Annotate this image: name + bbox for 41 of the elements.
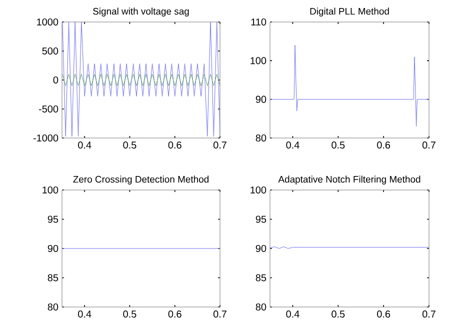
line-series	[62, 22, 220, 137]
y-tick-label: 80	[48, 303, 58, 311]
x-tick-label: 0.7	[213, 142, 226, 149]
chart-title: Digital PLL Method	[310, 8, 389, 17]
y-tick-label: 100	[250, 186, 266, 194]
x-tick-label: 0.7	[422, 310, 436, 318]
x-tick-label: 0.5	[123, 310, 136, 318]
y-tick-label: 90	[256, 96, 266, 103]
y-tick-label: 95	[48, 216, 58, 223]
y-tick-label: 90	[48, 244, 58, 252]
x-tick-label: 0.5	[332, 310, 345, 318]
y-tick-label: -1000	[33, 134, 58, 142]
x-tick-label: 0.7	[422, 142, 436, 149]
x-tick-label: 0.5	[123, 142, 136, 149]
x-tick-label: 0.4	[78, 142, 92, 149]
line-series	[270, 44, 430, 127]
x-tick-label: 0.4	[286, 142, 300, 149]
x-tick-label: 0.7	[213, 310, 226, 318]
y-tick-label: 90	[256, 244, 266, 252]
chart-title: Adaptative Notch Filtering Method	[278, 176, 420, 185]
x-tick-label: 0.6	[168, 142, 182, 149]
y-tick-label: 100	[42, 186, 58, 194]
chart-title: Zero Crossing Detection Method	[73, 176, 208, 185]
y-tick-label: 500	[42, 47, 58, 55]
y-tick-label: 0	[53, 76, 58, 84]
y-tick-label: 85	[48, 274, 58, 282]
x-tick-label: 0.4	[78, 310, 92, 318]
x-tick-label: 0.4	[286, 310, 300, 318]
x-tick-label: 0.5	[332, 142, 345, 149]
y-tick-label: -500	[38, 105, 58, 113]
y-tick-label: 100	[250, 57, 266, 64]
y-tick-label: 80	[256, 134, 266, 142]
x-tick-label: 0.6	[168, 310, 182, 318]
y-tick-label: 80	[256, 303, 266, 311]
y-tick-label: 1000	[37, 18, 58, 26]
x-tick-label: 0.6	[377, 142, 390, 149]
y-tick-label: 85	[256, 274, 266, 282]
y-tick-label: 110	[251, 18, 266, 26]
x-tick-label: 0.6	[377, 310, 390, 318]
y-tick-label: 95	[256, 216, 266, 223]
chart-title: Signal with voltage sag	[93, 8, 189, 17]
